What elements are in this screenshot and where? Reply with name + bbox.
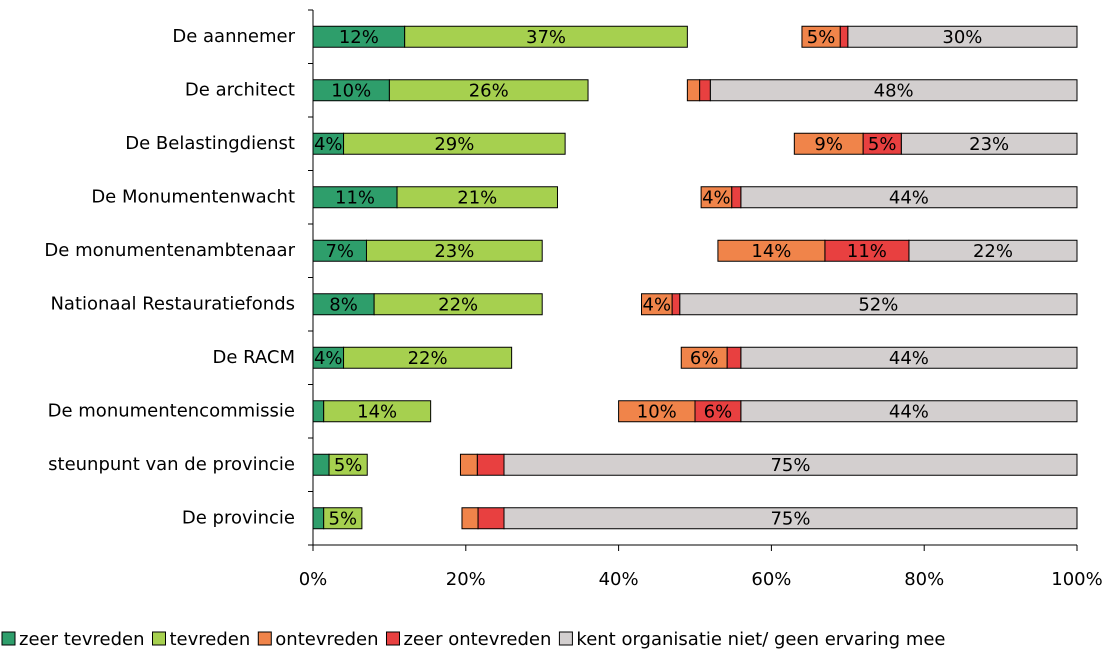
data-label: 5% — [329, 508, 358, 529]
data-label: 22% — [973, 241, 1013, 262]
bar-segment — [459, 453, 478, 476]
bar-segment — [312, 507, 325, 530]
legend-swatch — [152, 631, 166, 646]
category-label: De Monumentenwacht — [91, 186, 295, 207]
bar-segment — [388, 79, 589, 102]
data-label: 6% — [704, 401, 733, 422]
data-label: 44% — [889, 348, 929, 369]
bar-segment — [365, 239, 543, 262]
bar-segment — [801, 25, 841, 48]
data-label: 4% — [314, 134, 343, 155]
category-label: steunpunt van de provincie — [48, 454, 295, 475]
bar-segment — [328, 453, 368, 476]
data-label: 14% — [751, 241, 791, 262]
bar-segment — [312, 400, 325, 423]
data-label: 11% — [847, 241, 887, 262]
data-label: 8% — [329, 294, 358, 315]
bar-segment — [396, 186, 558, 209]
legend-label: ontevreden — [275, 629, 378, 650]
data-label: 11% — [335, 187, 375, 208]
bar-segment — [671, 293, 681, 316]
legend-swatch — [257, 631, 272, 646]
data-label: 4% — [314, 348, 343, 369]
bar-segment — [686, 79, 701, 102]
x-tick-label: 40% — [599, 569, 639, 590]
bar-segment — [373, 293, 543, 316]
bar-segment — [793, 132, 864, 155]
data-label: 75% — [770, 455, 810, 476]
data-label: 30% — [942, 27, 982, 48]
data-label: 4% — [702, 187, 731, 208]
legend-label: zeer tevreden — [19, 629, 145, 650]
bar-segment — [641, 293, 673, 316]
x-tick-label: 20% — [446, 569, 486, 590]
data-label: 7% — [325, 241, 354, 262]
bar-segment — [476, 453, 505, 476]
category-label: De provincie — [182, 507, 295, 528]
data-label: 5% — [807, 27, 836, 48]
x-tick-label: 100% — [1051, 569, 1102, 590]
bar-segment — [323, 400, 432, 423]
data-label: 5% — [868, 134, 897, 155]
bar-segment — [839, 25, 849, 48]
data-label: 9% — [814, 134, 843, 155]
data-label: 26% — [469, 80, 509, 101]
data-label: 6% — [690, 348, 719, 369]
data-label: 48% — [874, 80, 914, 101]
bar-segment — [699, 79, 711, 102]
bar-segment — [680, 346, 728, 369]
category-label: De monumentencommissie — [48, 400, 295, 421]
data-label: 12% — [339, 27, 379, 48]
bar-segment — [731, 186, 742, 209]
data-label: 10% — [331, 80, 371, 101]
bar-segment — [312, 453, 330, 476]
bar-segment — [700, 186, 733, 209]
data-label: 44% — [889, 187, 929, 208]
bar-segment — [618, 400, 696, 423]
legend-label: kent organisatie niet/ geen ervaring mee — [576, 629, 945, 650]
data-label: 10% — [637, 401, 677, 422]
bar-segment — [461, 507, 479, 530]
legend-label: tevreden — [170, 629, 251, 650]
data-label: 4% — [643, 294, 672, 315]
data-label: 37% — [526, 27, 566, 48]
data-label: 29% — [434, 134, 474, 155]
data-label: 23% — [434, 241, 474, 262]
data-label: 23% — [969, 134, 1009, 155]
data-label: 22% — [408, 348, 448, 369]
data-label: 75% — [770, 508, 810, 529]
bar-segment — [343, 132, 566, 155]
bar-segment — [726, 346, 742, 369]
x-tick-label: 80% — [904, 569, 944, 590]
legend-swatch — [558, 631, 573, 646]
legend-swatch — [385, 631, 400, 646]
data-label: 52% — [858, 294, 898, 315]
bar-segment — [404, 25, 688, 48]
data-label: 21% — [457, 187, 497, 208]
data-label: 5% — [334, 455, 363, 476]
data-label: 14% — [357, 401, 397, 422]
category-label: Nationaal Restauratiefonds — [50, 293, 295, 314]
category-label: De monumentenambtenaar — [44, 240, 295, 261]
category-label: De aannemer — [172, 26, 295, 47]
bar-segment — [343, 346, 513, 369]
legend-label: zeer ontevreden — [403, 629, 551, 650]
legend-swatch — [1, 631, 16, 646]
data-label: 44% — [889, 401, 929, 422]
x-tick-label: 0% — [299, 569, 328, 590]
data-label: 22% — [438, 294, 478, 315]
x-tick-label: 60% — [751, 569, 791, 590]
bar-segment — [477, 507, 505, 530]
bar-segment — [323, 507, 363, 530]
category-label: De RACM — [212, 347, 295, 368]
category-label: De architect — [185, 79, 295, 100]
category-label: De Belastingdienst — [125, 133, 295, 154]
bar-segment — [717, 239, 826, 262]
